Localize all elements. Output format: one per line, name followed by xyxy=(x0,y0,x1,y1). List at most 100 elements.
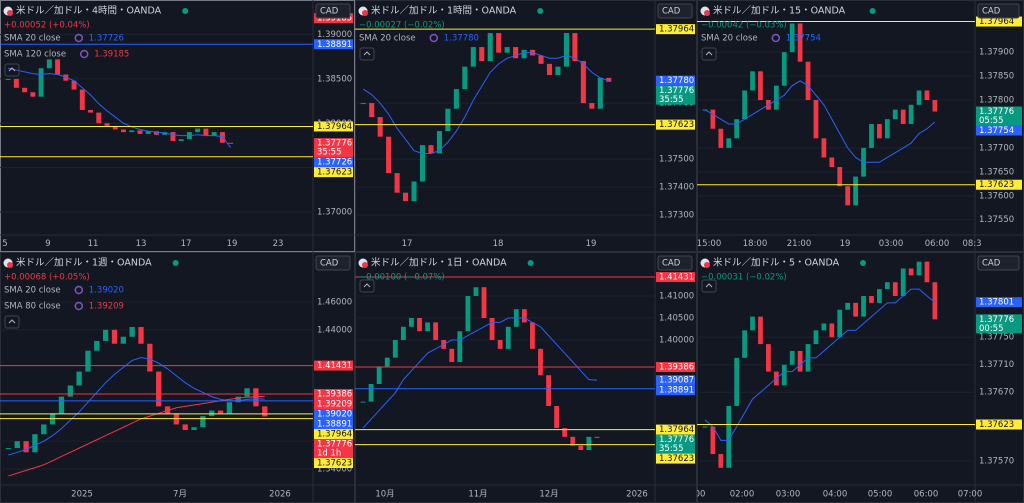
candle xyxy=(892,109,898,120)
candle xyxy=(589,103,595,109)
candle xyxy=(908,104,914,124)
legend-value: 1.39209 xyxy=(89,302,124,312)
candle xyxy=(821,138,827,158)
price-label: 1.39185 xyxy=(317,14,352,24)
y-tick-label: 1.37600 xyxy=(979,191,1014,201)
candle xyxy=(96,112,102,124)
candle xyxy=(861,295,866,317)
x-tick-label: 06:00 xyxy=(914,490,939,500)
currency-button[interactable] xyxy=(977,255,1020,271)
collapse-button[interactable] xyxy=(4,315,20,329)
x-tick-label: 18:00 xyxy=(743,239,768,249)
price-label-box xyxy=(656,453,695,464)
collapse-button[interactable] xyxy=(701,279,717,293)
price-label-box xyxy=(314,429,353,440)
x-tick-label: 18 xyxy=(493,239,504,249)
price-label-box xyxy=(656,434,695,454)
candle xyxy=(797,23,803,62)
price-label-box xyxy=(976,179,1022,190)
x-tick-label: 00 xyxy=(695,490,706,500)
candle xyxy=(877,289,882,303)
candle xyxy=(195,128,201,133)
price-change: −0.00100 (−0.07%) xyxy=(359,273,445,283)
candle xyxy=(417,318,422,332)
collapse-arrow xyxy=(8,67,16,72)
price-countdown: 1d 1h xyxy=(317,449,341,459)
price-label-box xyxy=(656,385,695,396)
collapse-button[interactable] xyxy=(359,47,375,61)
x-tick-label: 9 xyxy=(45,239,50,249)
candle xyxy=(594,436,600,438)
candle xyxy=(734,357,740,406)
y-tick-label: 1.40000 xyxy=(659,336,694,346)
x-tick-label: 13 xyxy=(136,239,147,249)
y-tick-label: 1.46000 xyxy=(317,297,352,307)
price-label-box xyxy=(656,85,695,105)
x-tick-label: 23 xyxy=(273,239,284,249)
price-label-box xyxy=(656,272,695,283)
price-label: 1.37623 xyxy=(979,420,1014,430)
x-tick-label: 10月 xyxy=(375,490,394,500)
candle xyxy=(489,318,495,341)
candle xyxy=(30,92,36,97)
y-tick-label: 1.37750 xyxy=(979,333,1014,343)
candle xyxy=(546,375,551,407)
candle xyxy=(554,406,560,429)
candle xyxy=(845,302,851,310)
price-label: 1.37776 xyxy=(317,440,352,450)
candle xyxy=(758,71,763,101)
currency-button[interactable] xyxy=(315,3,351,19)
candle xyxy=(147,343,153,372)
legend-icon xyxy=(429,33,439,43)
currency-button[interactable] xyxy=(657,3,693,19)
candle xyxy=(111,329,118,344)
collapse-button[interactable] xyxy=(359,279,375,293)
candle xyxy=(837,309,843,338)
price-label-box xyxy=(976,297,1022,308)
chart-title: 米ドル／加ドル・4時間・OANDA xyxy=(16,5,162,17)
candle xyxy=(219,132,225,143)
candle xyxy=(805,61,811,101)
candle xyxy=(137,130,143,134)
candle xyxy=(46,59,52,69)
y-tick-label: 1.37550 xyxy=(979,215,1014,225)
currency-button[interactable] xyxy=(977,3,1020,19)
chart-title: 米ドル／加ドル・1週・OANDA xyxy=(16,257,152,269)
status-dot xyxy=(860,260,866,266)
candle xyxy=(384,357,390,367)
candle xyxy=(428,145,434,154)
currency-button[interactable] xyxy=(657,255,693,271)
candle xyxy=(253,388,259,407)
y-tick-label: 1.37710 xyxy=(979,360,1014,370)
symbol-icon xyxy=(7,262,13,268)
collapse-button[interactable] xyxy=(701,47,717,61)
currency-button[interactable] xyxy=(315,255,351,271)
legend-name: SMA 20 close xyxy=(701,34,758,44)
price-countdown: 35:55 xyxy=(659,95,684,105)
legend-name: SMA 20 close xyxy=(4,286,61,296)
candle xyxy=(773,85,779,110)
price-change: +0.00052 (+0.04%) xyxy=(4,21,90,31)
candle xyxy=(228,142,234,144)
candle xyxy=(411,181,417,202)
legend-icon xyxy=(74,285,84,295)
candle xyxy=(170,132,176,141)
collapse-button[interactable] xyxy=(4,63,20,77)
price-countdown: 35:55 xyxy=(659,444,684,454)
candle xyxy=(869,295,874,303)
candle xyxy=(55,59,61,75)
moving-average xyxy=(8,357,265,456)
price-label: 1.37623 xyxy=(659,454,694,464)
candle xyxy=(932,100,938,112)
candle xyxy=(182,424,188,431)
candle xyxy=(789,23,795,53)
x-tick-label: 17 xyxy=(181,239,192,249)
candle xyxy=(400,326,406,341)
candle xyxy=(497,340,503,349)
moving-average xyxy=(704,80,936,163)
candle xyxy=(829,157,835,168)
price-label-box xyxy=(314,409,353,420)
y-tick-label: 1.37900 xyxy=(979,48,1014,58)
price-label: 1.39386 xyxy=(659,363,694,373)
price-label: 1.37964 xyxy=(659,25,694,35)
